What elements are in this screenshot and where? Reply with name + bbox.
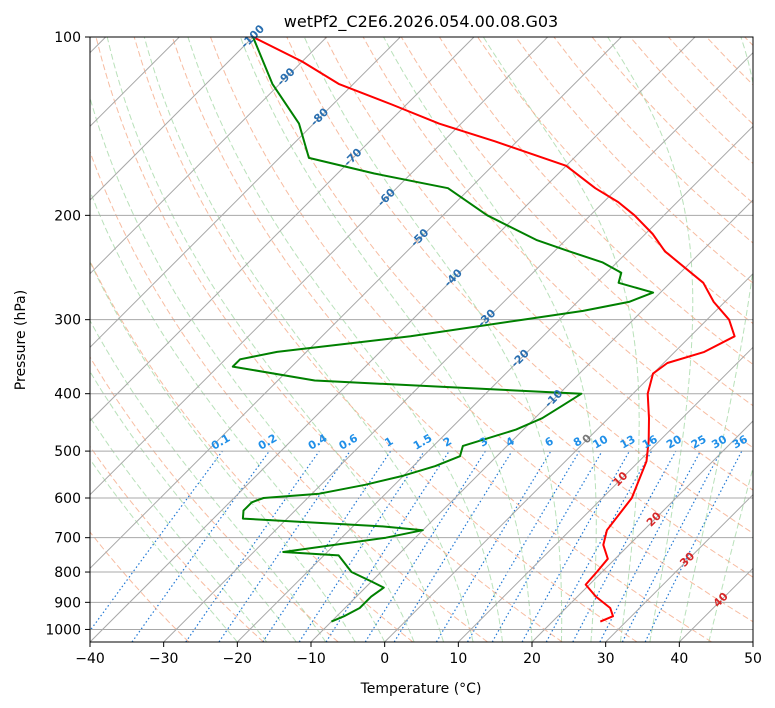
y-tick-label: 700: [54, 531, 81, 547]
plot-area: [90, 37, 753, 642]
mixing-ratio-line: [131, 450, 270, 642]
isotherm-line: [605, 493, 753, 642]
x-tick-label: −20: [223, 651, 253, 667]
mixing-ratio-line: [325, 450, 450, 642]
x-tick-label: 20: [523, 651, 541, 667]
dry-adiabat: [210, 37, 753, 623]
isotherm-line: [163, 51, 753, 642]
x-axis-label: Temperature (°C): [360, 681, 482, 697]
moist-adiabat: [106, 37, 445, 642]
moist-adiabat: [90, 458, 238, 642]
y-tick-label: 800: [54, 565, 81, 581]
pressure-gridlines: [90, 37, 753, 630]
moist-adiabat: [678, 37, 753, 642]
mixing-ratio-line: [644, 450, 743, 642]
mixing-ratio-line: [393, 450, 513, 642]
temperature-line: [252, 37, 736, 623]
mixing-ratio-line: [545, 450, 653, 642]
mixing-ratio-line: [218, 450, 351, 642]
dry-adiabat: [90, 531, 190, 642]
y-axis-label: Pressure (hPa): [13, 290, 29, 390]
dry-adiabat: [90, 445, 264, 642]
plot-frame: [89, 36, 754, 643]
x-axis: −40 −30 −20 −10 0 10 20 30 40 50: [75, 642, 762, 667]
y-tick-label: 1000: [45, 622, 81, 638]
moist-adiabat: [187, 37, 503, 642]
x-tick-label: 0: [380, 651, 389, 667]
moist-adiabat: [383, 37, 597, 642]
mixing-ratio-line: [90, 450, 223, 632]
x-tick-label: −40: [75, 651, 105, 667]
dewpoint-line: [231, 37, 655, 623]
mixing-ratio-line: [521, 450, 631, 642]
isotherm-line: [531, 420, 753, 642]
y-tick-label: 200: [54, 208, 81, 224]
x-tick-label: 40: [670, 651, 688, 667]
dry-adiabat: [400, 37, 753, 407]
isotherm-line: [90, 37, 254, 201]
y-axis: 1000 900 800 700 600 500 400 300 200 100: [45, 30, 90, 638]
isotherm-line: [384, 272, 753, 642]
chart-title: wetPf2_C2E6.2026.054.00.08.G03: [284, 12, 558, 32]
x-tick-label: −30: [149, 651, 179, 667]
dry-adiabat: [248, 37, 753, 578]
moist-adiabat: [303, 37, 563, 642]
isotherm-line: [90, 37, 696, 642]
dry-adiabat: [133, 37, 638, 642]
dry-adiabat: [90, 356, 339, 642]
y-tick-label: 300: [54, 313, 81, 329]
y-tick-label: 100: [54, 30, 81, 46]
mixing-ratio-line: [572, 450, 677, 642]
moist-adiabat: [90, 416, 268, 642]
moist-adiabat: [239, 37, 533, 642]
x-tick-label: 30: [597, 651, 615, 667]
moist-adiabat: [90, 189, 386, 642]
x-tick-label: 50: [744, 651, 762, 667]
isotherm-line: [236, 125, 753, 642]
moist-adiabats: [90, 37, 753, 642]
y-tick-label: 900: [54, 595, 81, 611]
dry-adiabat: [95, 37, 563, 642]
isotherm-line: [90, 37, 328, 275]
moist-adiabat: [90, 260, 356, 642]
isotherm-line: [457, 346, 753, 642]
isotherm-line: [310, 199, 753, 642]
x-tick-label: −10: [296, 651, 326, 667]
dry-adiabat: [515, 37, 753, 284]
moist-adiabat: [607, 37, 694, 642]
x-tick-label: 10: [449, 651, 467, 667]
isotherm-line: [90, 37, 475, 422]
dry-adiabat: [90, 150, 488, 642]
isotherm-line: [90, 37, 401, 349]
y-tick-label: 500: [54, 444, 81, 460]
moist-adiabat: [143, 37, 474, 642]
mixing-ratio-line: [298, 450, 425, 642]
moist-adiabat: [90, 96, 415, 642]
dry-adiabat: [438, 37, 753, 366]
mixing-ratio-line: [185, 450, 320, 642]
sounding-series: [231, 37, 736, 623]
y-tick-label: 600: [54, 491, 81, 507]
y-tick-label: 400: [54, 387, 81, 403]
isotherms: [90, 37, 753, 642]
isotherm-line: [90, 37, 549, 496]
isotherm-line: [90, 37, 622, 570]
